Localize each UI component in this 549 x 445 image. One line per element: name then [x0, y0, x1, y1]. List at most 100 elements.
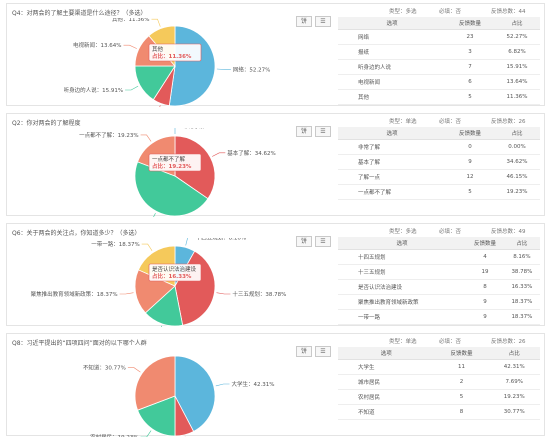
leader-line: [216, 292, 231, 295]
pie-view-button[interactable]: 饼: [296, 16, 312, 27]
slice-label: 农村居民：19.23%: [90, 433, 138, 437]
pie-slice[interactable]: [168, 25, 216, 107]
slice-label: 其他：11.36%: [112, 18, 149, 23]
results-table: 选项 反馈数量 占比 网络 23 52.27% 报纸 3 6.82% 听身边的人说 7 15.91% 电…: [338, 17, 540, 105]
column-header-count: 反馈数量: [434, 347, 489, 360]
percent-cell: 11.36%: [494, 89, 540, 105]
percent-cell: 30.77%: [488, 404, 540, 420]
slice-label: 基本了解：34.62%: [227, 149, 275, 157]
pie-slice[interactable]: [134, 161, 209, 217]
pie-chart: 大学生：42.31%城市居民：7.69%农村居民：19.23%不知道：30.77…: [83, 355, 274, 437]
leader-line: [212, 152, 226, 157]
slice-label: 聚焦推出教育领域新政策：18.37%: [31, 290, 118, 298]
leader-line: [159, 105, 161, 107]
question-title: Q4：对两会的了解主要渠道是什么途径？（多选）: [12, 10, 147, 17]
svg-text:一点都不了解: 一点都不了解: [152, 155, 186, 163]
table-row: 非常了解 0 0.00%: [338, 139, 540, 155]
percent-cell: 18.37%: [503, 294, 540, 310]
column-header-percent: 占比: [503, 237, 540, 250]
count-cell: 5: [434, 389, 489, 405]
percent-cell: 46.15%: [494, 169, 540, 185]
count-cell: 6: [446, 74, 495, 90]
count-cell: 5: [446, 89, 495, 105]
count-cell: 9: [466, 294, 504, 310]
slice-label: 了解一点：46.15%: [95, 216, 143, 217]
table-row: 电视新闻 6 13.64%: [338, 74, 540, 90]
percent-cell: 0.00%: [494, 139, 540, 155]
count-cell: 9: [466, 309, 504, 325]
pie-slice[interactable]: [134, 269, 176, 314]
pie-view-button[interactable]: 饼: [296, 236, 312, 247]
table-row: 十四五规划 4 8.16%: [338, 249, 540, 265]
option-cell: 电视新闻: [338, 74, 446, 90]
leader-line: [123, 44, 137, 49]
column-header-percent: 占比: [494, 17, 540, 30]
percent-cell: 16.33%: [503, 279, 540, 295]
table-row: 一带一路 9 18.37%: [338, 309, 540, 325]
percent-cell: 13.64%: [494, 74, 540, 90]
leader-line: [185, 238, 188, 246]
menu-icon[interactable]: ☰: [315, 16, 331, 27]
leader-line: [151, 18, 161, 27]
leader-line: [141, 243, 153, 251]
response-total: 反馈总数：44: [491, 9, 526, 15]
table-row: 是否认识法治建设 8 16.33%: [338, 279, 540, 295]
pie-slice[interactable]: [137, 395, 176, 437]
slice-label: 一带一路：18.37%: [91, 240, 139, 248]
count-cell: 5: [446, 184, 495, 200]
leader-line: [174, 128, 176, 134]
leader-line: [125, 85, 139, 91]
results-table: 选项 反馈数量 占比 非常了解 0 0.00% 基本了解 9 34.62% 了解一点 12 46.15…: [338, 127, 540, 200]
table-header: 选项 反馈数量 占比: [338, 127, 540, 140]
table-header: 选项 反馈数量 占比: [338, 237, 540, 250]
leader-line: [153, 213, 156, 217]
menu-icon[interactable]: ☰: [315, 236, 331, 247]
question-panel: Q8：习近平提出的“四项四问”面对的以下哪个人群饼 ☰ 类型：单选 必填：否 反馈总数：…: [6, 333, 545, 437]
pie-slice[interactable]: [174, 355, 216, 432]
percent-cell: 18.37%: [503, 309, 540, 325]
percent-cell: 38.78%: [503, 264, 540, 280]
option-cell: 农村居民: [338, 389, 435, 405]
leader-line: [119, 292, 134, 295]
column-header-option: 选项: [338, 17, 446, 30]
slice-label: 一点都不了解：19.23%: [79, 131, 138, 139]
option-cell: 了解一点: [338, 169, 446, 185]
pie-view-button[interactable]: 饼: [296, 346, 312, 357]
table-row: 基本了解 9 34.62%: [338, 154, 540, 170]
question-type: 类型：多选: [389, 9, 417, 15]
option-cell: 十四五规划: [338, 249, 467, 265]
menu-icon[interactable]: ☰: [315, 126, 331, 137]
pie-view-button[interactable]: 饼: [296, 126, 312, 137]
table-row: 城市居民 2 7.69%: [338, 374, 540, 390]
option-cell: 不知道: [338, 404, 435, 420]
menu-icon[interactable]: ☰: [315, 346, 331, 357]
table-row: 大学生 11 42.31%: [338, 359, 540, 375]
count-cell: 3: [446, 44, 495, 60]
question-type: 类型：单选: [389, 119, 417, 125]
leader-line: [215, 383, 230, 387]
column-header-option: 选项: [338, 127, 446, 140]
count-cell: 11: [434, 359, 489, 375]
required-flag: 必填：否: [439, 339, 462, 345]
count-cell: 8: [434, 404, 489, 420]
table-row: 农村居民 5 19.23%: [338, 389, 540, 405]
count-cell: 23: [446, 29, 495, 45]
column-header-percent: 占比: [488, 347, 540, 360]
count-cell: 7: [446, 59, 495, 75]
table-row: 不知道 8 30.77%: [338, 404, 540, 420]
required-flag: 必填：否: [439, 119, 462, 125]
table-row: 十三五规划 19 38.78%: [338, 264, 540, 280]
count-cell: 9: [446, 154, 495, 170]
chart-toolbar: 饼 ☰: [296, 126, 331, 137]
count-cell: 4: [466, 249, 504, 265]
option-cell: 是否认识法治建设: [338, 279, 467, 295]
option-cell: 十三五规划: [338, 264, 467, 280]
results-table: 选项 反馈数量 占比 大学生 11 42.31% 城市居民 2 7.69% 农村居民 5 19.23%…: [338, 347, 540, 420]
question-type: 类型：多选: [389, 229, 417, 235]
svg-text:占比：11.36%: 占比：11.36%: [152, 52, 192, 60]
option-cell: 基本了解: [338, 154, 446, 170]
pie-slice[interactable]: [134, 355, 176, 411]
